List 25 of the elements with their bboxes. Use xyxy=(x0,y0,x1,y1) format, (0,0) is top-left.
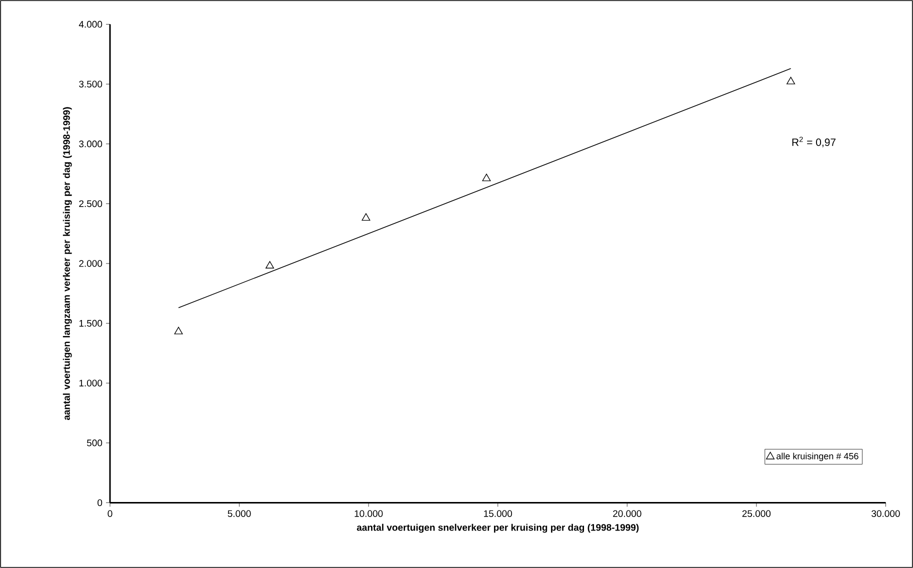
x-tick-label: 0 xyxy=(108,510,112,517)
y-tick-label: 1.500 xyxy=(79,320,102,327)
legend-label: alle kruisingen # 456 xyxy=(776,452,858,462)
y-tick-label: 0 xyxy=(98,499,102,506)
x-axis-title: aantal voertuigen snelverkeer per kruising per dag (1998-1999) xyxy=(356,524,639,533)
x-tick-label: 10.000 xyxy=(354,510,383,517)
y-tick-label: 3.500 xyxy=(79,80,102,88)
point xyxy=(482,174,491,182)
y-tick-label: 500 xyxy=(86,440,102,446)
x-tick-label: 20.000 xyxy=(613,510,642,517)
point xyxy=(266,261,274,268)
point xyxy=(174,326,183,334)
annotation: R$^{2}$ = 0,97 xyxy=(792,136,836,148)
x-tick-label: 30.000 xyxy=(872,510,900,517)
x-tick-label: 15.000 xyxy=(484,510,512,517)
y-axis-title: aantal voertuigen langzaam verkeer per kruising per dag (1998-1999) xyxy=(62,107,72,420)
y-tick-label: 4.000 xyxy=(78,20,102,28)
point xyxy=(362,213,370,221)
x-tick-label: 25.000 xyxy=(742,510,771,517)
point xyxy=(786,76,796,84)
y-tick-label: 3.000 xyxy=(79,140,102,148)
y-tick-label: 2.500 xyxy=(79,200,102,208)
y-tick-label: 2.000 xyxy=(79,260,102,267)
x-tick-label: 5.000 xyxy=(228,510,251,517)
y-tick-label: 1.000 xyxy=(79,380,102,386)
